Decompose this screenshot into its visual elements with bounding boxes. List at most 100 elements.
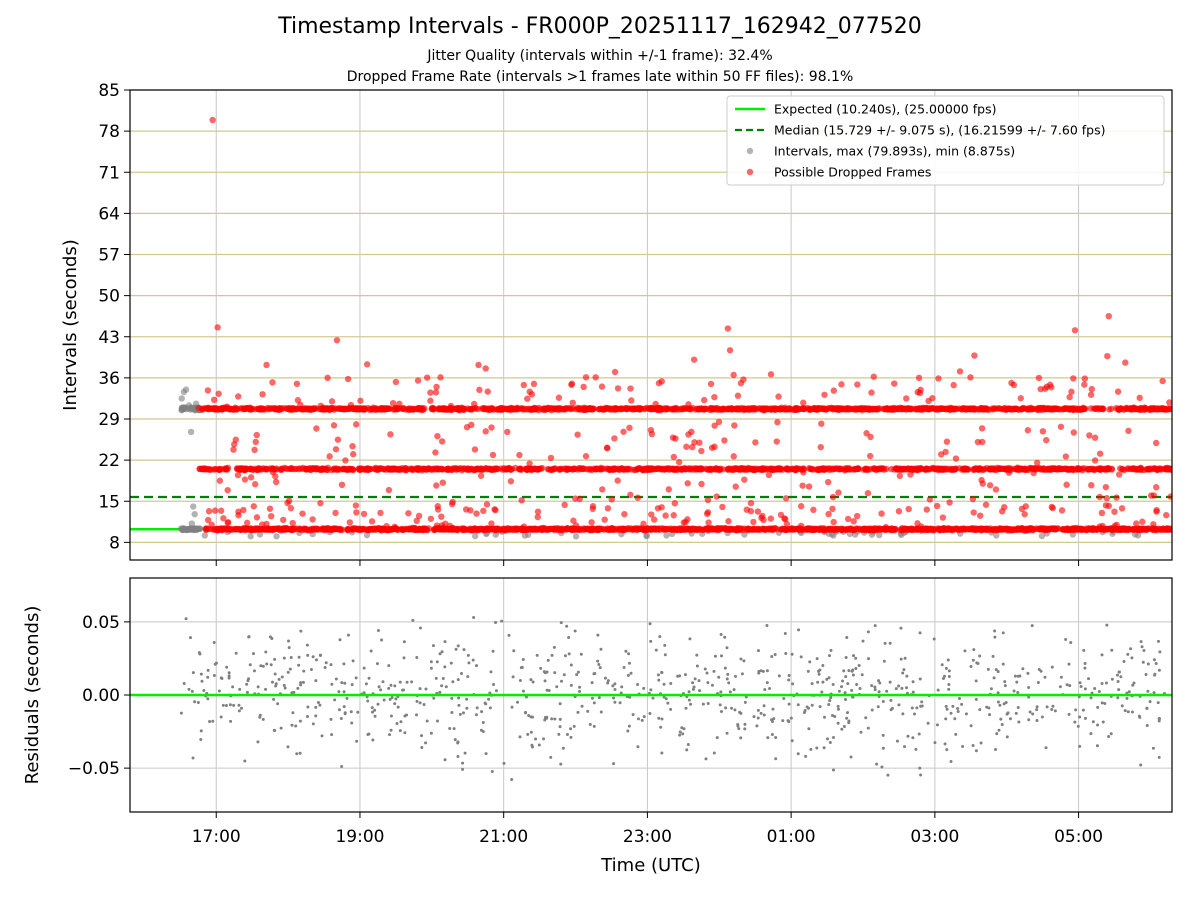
residual-point: [993, 629, 997, 633]
residual-point: [978, 654, 982, 658]
dropped-frame-point: [317, 402, 325, 409]
dropped-frame-point: [275, 406, 283, 414]
residual-point: [1097, 690, 1101, 694]
dropped-frame-point: [923, 506, 930, 513]
residual-point: [900, 686, 904, 690]
dropped-frame-point: [1166, 465, 1172, 472]
residual-point: [693, 677, 697, 681]
residual-point: [911, 680, 915, 684]
dropped-frame-point: [968, 526, 976, 533]
residual-point: [960, 702, 964, 706]
dropped-frame-point: [433, 383, 440, 391]
residual-point: [704, 757, 708, 761]
dropped-frame-point: [786, 405, 793, 412]
dropped-frame-point: [684, 480, 691, 487]
residual-point: [456, 678, 460, 682]
dropped-frame-point: [557, 465, 565, 473]
residual-point: [979, 741, 983, 745]
dropped-frame-point: [1095, 465, 1102, 473]
dropped-frame-point: [1020, 466, 1028, 473]
residual-point: [590, 696, 594, 700]
dropped-frame-point: [894, 405, 901, 413]
residual-point: [558, 702, 562, 706]
top-ytick-label: 57: [98, 246, 120, 266]
dropped-frame-point: [439, 479, 447, 486]
top-ytick-label: 71: [98, 163, 120, 183]
dropped-frame-point: [705, 466, 712, 473]
dropped-frame-point: [614, 477, 621, 484]
dropped-frame-point: [251, 405, 258, 413]
dropped-frame-point: [1102, 483, 1110, 491]
dropped-frame-point: [906, 526, 914, 533]
residual-point: [219, 715, 223, 719]
dropped-frame-point: [946, 499, 953, 506]
residual-point: [597, 663, 601, 667]
dropped-frame-point: [535, 404, 543, 412]
dropped-frame-point: [377, 509, 384, 517]
residual-point: [537, 743, 541, 747]
dropped-frame-point: [811, 525, 819, 532]
dropped-frame-point: [1119, 466, 1126, 473]
residual-point: [906, 734, 910, 738]
residual-point: [870, 708, 874, 712]
residual-point: [742, 659, 746, 663]
residual-point: [905, 674, 909, 678]
dropped-frame-point: [476, 386, 483, 394]
dropped-frame-point: [504, 406, 512, 413]
dropped-frame-point: [272, 473, 279, 480]
residual-point: [510, 705, 514, 709]
dropped-frame-point: [253, 514, 261, 521]
dropped-frame-point: [334, 436, 342, 443]
dropped-frame-point: [932, 466, 939, 473]
dropped-frame-point: [1071, 327, 1079, 334]
dropped-frame-point: [445, 466, 452, 473]
dropped-frame-point: [482, 428, 489, 435]
dropped-frame-point: [240, 524, 248, 532]
dropped-frame-point: [813, 466, 820, 473]
dropped-frame-point: [797, 522, 805, 529]
dropped-frame-point: [217, 525, 225, 532]
residual-point: [1045, 705, 1049, 709]
dropped-frame-point: [938, 405, 946, 412]
dropped-frame-point: [358, 405, 366, 413]
dropped-frame-point: [654, 465, 662, 472]
dropped-frame-point: [464, 405, 471, 412]
dropped-frame-point: [1153, 506, 1160, 514]
residual-point: [1157, 755, 1161, 759]
dropped-frame-point: [215, 465, 222, 473]
dropped-frame-point: [897, 466, 904, 474]
dropped-frame-point: [346, 519, 354, 526]
residual-point: [963, 649, 967, 653]
residual-point: [1146, 689, 1150, 693]
residual-point: [289, 656, 293, 660]
residual-point: [1115, 673, 1119, 677]
dropped-frame-point: [483, 501, 491, 508]
dropped-frame-point: [375, 465, 383, 473]
residual-point: [389, 714, 393, 718]
dropped-frame-point: [240, 405, 247, 412]
dropped-frame-point: [611, 435, 618, 442]
dropped-frame-point: [1024, 526, 1032, 534]
residual-point: [1035, 708, 1039, 712]
residual-point: [305, 643, 309, 647]
residual-point: [705, 671, 709, 675]
dropped-frame-point: [878, 465, 885, 472]
residual-point: [940, 663, 944, 667]
residual-point: [669, 682, 673, 686]
dropped-frame-point: [520, 523, 528, 530]
dropped-frame-point: [870, 373, 877, 380]
dropped-frame-point: [731, 422, 738, 429]
residual-point: [461, 711, 465, 715]
residual-point: [191, 756, 195, 760]
dropped-frame-point: [289, 519, 296, 527]
residual-point: [199, 672, 203, 676]
residual-point: [658, 635, 662, 639]
dropped-frame-point: [750, 466, 757, 473]
dropped-frame-point: [940, 466, 947, 473]
dropped-frame-point: [817, 443, 824, 451]
dropped-frame-point: [614, 385, 622, 392]
residual-point: [836, 721, 840, 725]
dropped-frame-point: [660, 466, 667, 473]
residual-point: [944, 666, 948, 670]
dropped-frame-point: [1118, 505, 1126, 512]
